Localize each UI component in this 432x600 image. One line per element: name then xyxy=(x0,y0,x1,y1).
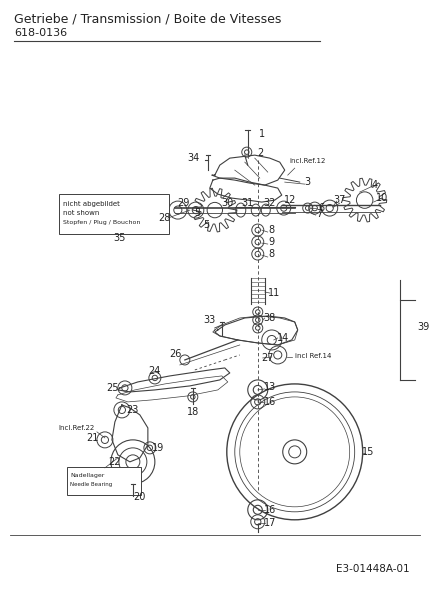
Text: 30: 30 xyxy=(222,198,234,208)
Text: 10: 10 xyxy=(375,193,388,203)
Text: 5: 5 xyxy=(203,220,209,230)
Text: 37: 37 xyxy=(334,195,346,205)
Text: incl Ref.14: incl Ref.14 xyxy=(295,353,331,359)
Text: 16: 16 xyxy=(264,397,276,407)
Text: 22: 22 xyxy=(108,457,121,467)
Text: 24: 24 xyxy=(149,366,161,376)
Text: E3-01448A-01: E3-01448A-01 xyxy=(336,564,410,574)
Text: 38: 38 xyxy=(264,313,276,323)
Text: not shown: not shown xyxy=(63,210,99,216)
Text: 9: 9 xyxy=(269,237,275,247)
FancyBboxPatch shape xyxy=(59,194,169,234)
Text: incl.Ref.12: incl.Ref.12 xyxy=(290,158,326,164)
Text: 3: 3 xyxy=(305,177,311,187)
Text: 19: 19 xyxy=(152,443,164,453)
Text: Needle Bearing: Needle Bearing xyxy=(70,482,112,487)
Text: 34: 34 xyxy=(187,153,200,163)
Text: Getriebe / Transmission / Boite de Vitesses: Getriebe / Transmission / Boite de Vites… xyxy=(14,12,281,25)
Text: 27: 27 xyxy=(261,353,274,363)
Text: 17: 17 xyxy=(264,518,276,528)
Text: 29: 29 xyxy=(178,198,190,208)
Text: 28: 28 xyxy=(159,213,171,223)
Text: 16: 16 xyxy=(264,505,276,515)
Text: 13: 13 xyxy=(264,382,276,392)
Text: 2: 2 xyxy=(257,148,264,158)
Text: 25: 25 xyxy=(107,383,119,393)
Text: 31: 31 xyxy=(241,198,254,208)
Text: 5: 5 xyxy=(194,208,200,218)
Text: 14: 14 xyxy=(276,333,289,343)
Text: 39: 39 xyxy=(418,322,430,332)
Text: 11: 11 xyxy=(268,288,280,298)
Text: 12: 12 xyxy=(283,195,296,205)
Text: Incl.Ref.22: Incl.Ref.22 xyxy=(58,425,94,431)
Text: 8: 8 xyxy=(269,249,275,259)
FancyBboxPatch shape xyxy=(67,467,141,495)
Text: 23: 23 xyxy=(127,405,139,415)
Text: nicht abgebildet: nicht abgebildet xyxy=(63,201,120,207)
Text: 8: 8 xyxy=(269,225,275,235)
Text: 1: 1 xyxy=(259,129,265,139)
Text: 4: 4 xyxy=(372,180,378,190)
Text: 618-0136: 618-0136 xyxy=(14,28,67,38)
Text: 20: 20 xyxy=(133,492,146,502)
Text: 35: 35 xyxy=(114,233,126,243)
Text: Stopfen / Plug / Bouchon: Stopfen / Plug / Bouchon xyxy=(63,220,140,225)
Text: 7: 7 xyxy=(317,209,323,219)
Text: 32: 32 xyxy=(264,198,276,208)
Text: Nadellager: Nadellager xyxy=(70,473,104,478)
Text: 18: 18 xyxy=(187,407,199,417)
Text: 6: 6 xyxy=(319,203,325,213)
Text: 33: 33 xyxy=(203,315,216,325)
Text: 21: 21 xyxy=(87,433,99,443)
Text: 15: 15 xyxy=(362,447,374,457)
Text: 26: 26 xyxy=(170,349,182,359)
